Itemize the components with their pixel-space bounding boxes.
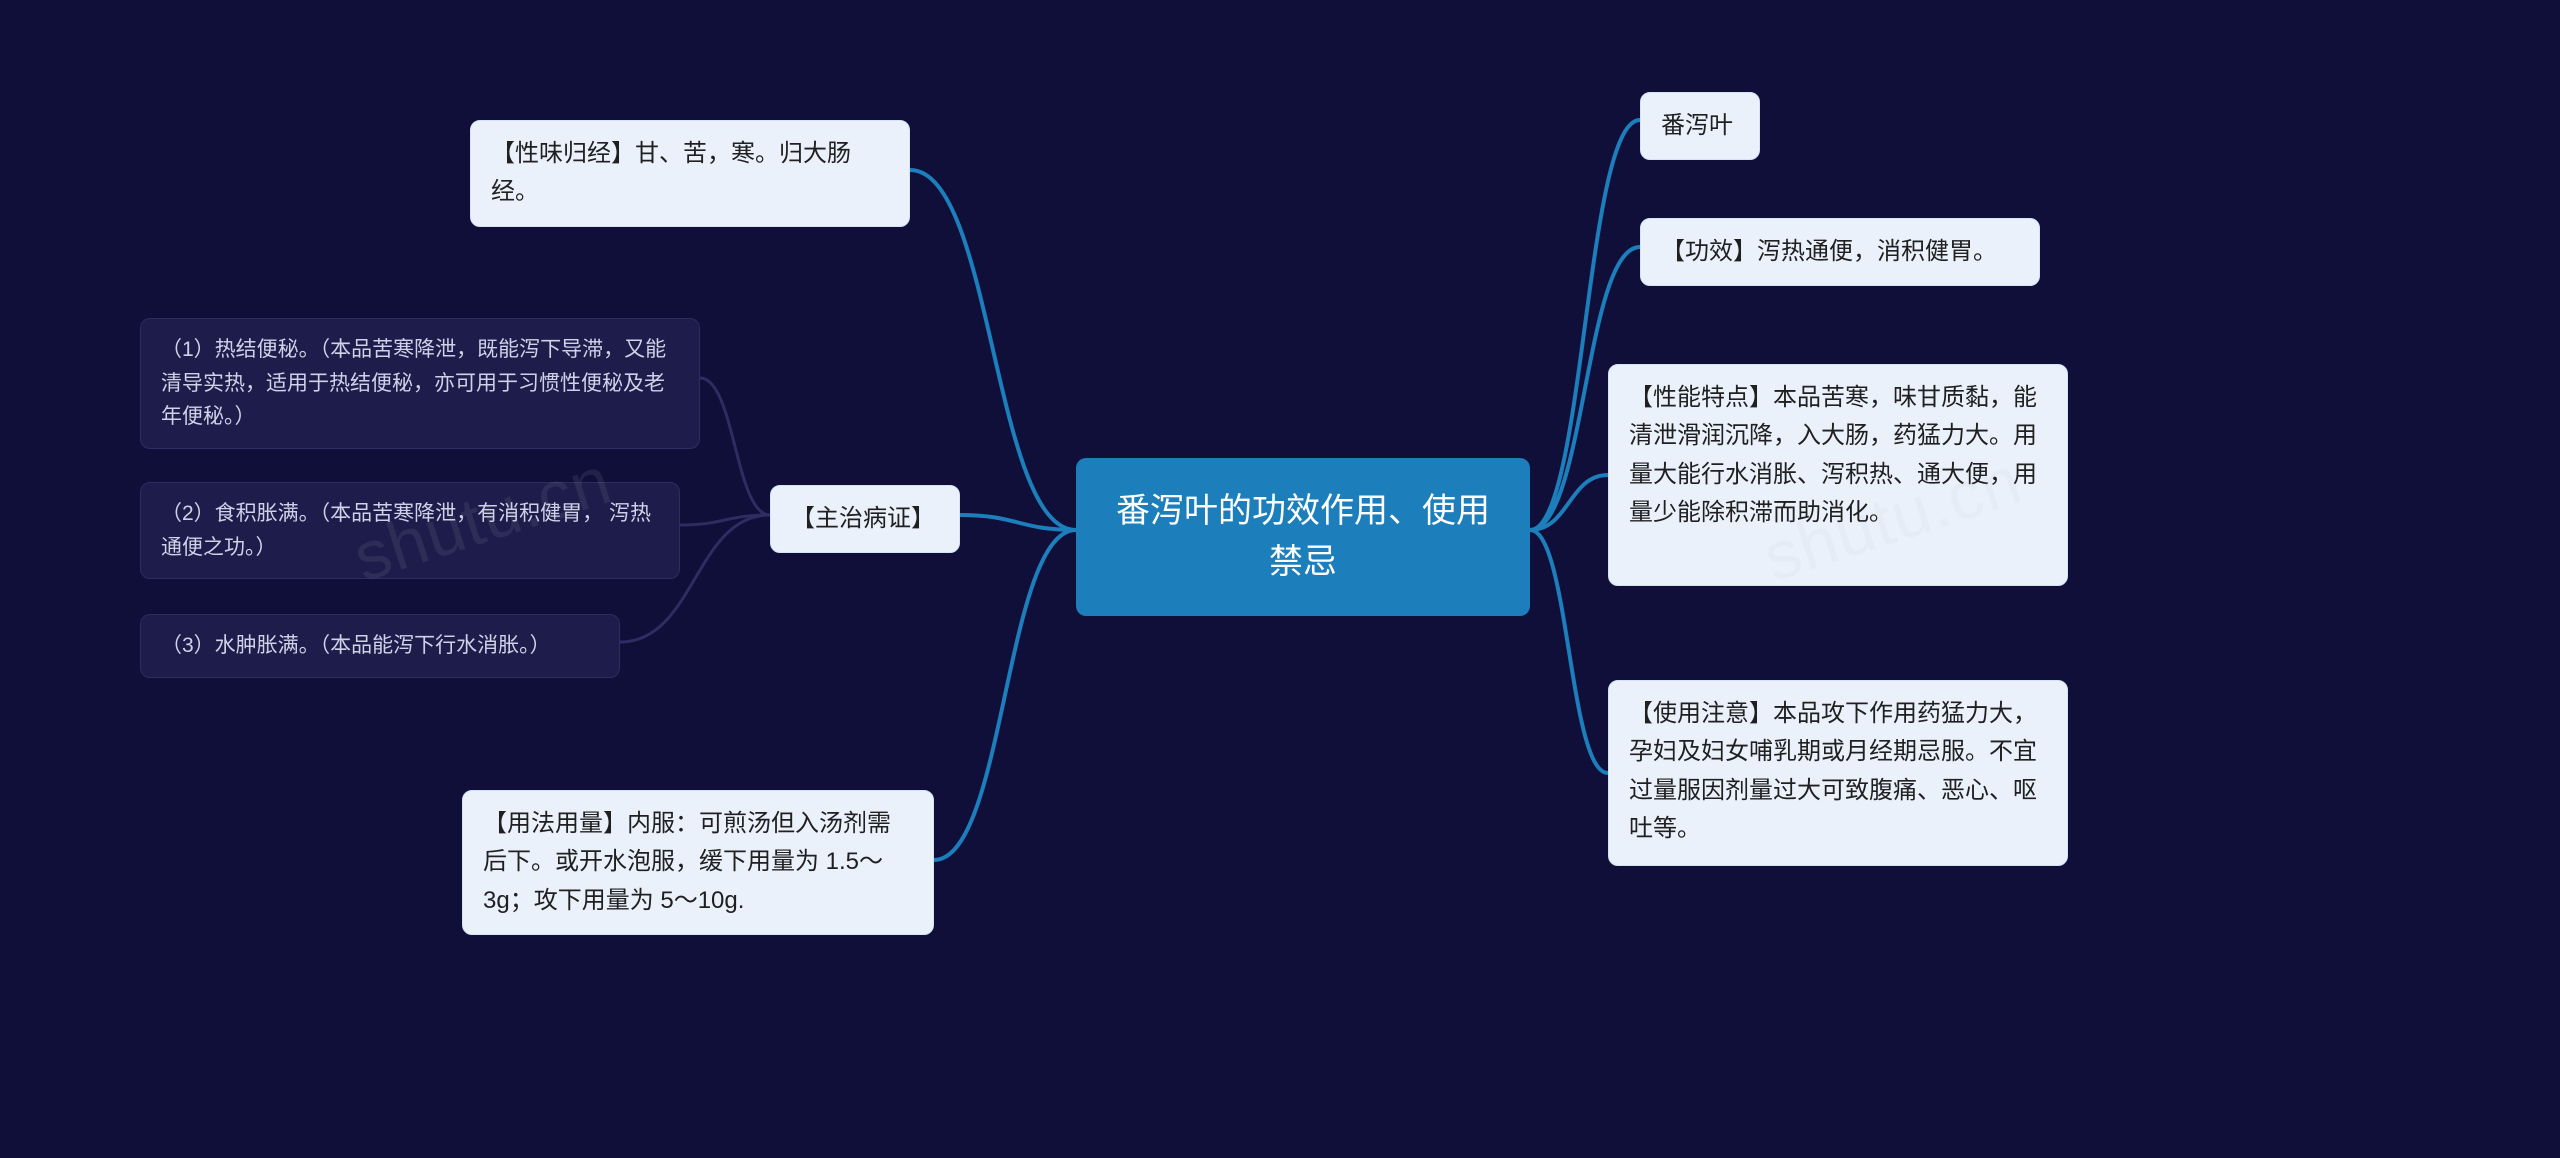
right-node-3: 【使用注意】本品攻下作用药猛力大，孕妇及妇女哺乳期或月经期忌服。不宜过量服因剂量…: [1608, 680, 2068, 866]
left-sub-node-1-text: （2）食积胀满。（本品苦寒降泄，有消积健胃， 泻热通便之功。）: [161, 502, 651, 559]
right-node-1: 【功效】泻热通便，消积健胃。: [1640, 218, 2040, 286]
left-node-0: 【性味归经】甘、苦，寒。归大肠经。: [470, 120, 910, 227]
connector-6: [1530, 530, 1608, 773]
connector-2: [934, 530, 1076, 860]
right-node-2: 【性能特点】本品苦寒，味甘质黏，能清泄滑润沉降，入大肠，药猛力大。用量大能行水消…: [1608, 364, 2068, 586]
left-node-2: 【用法用量】内服：可煎汤但入汤剂需后下。或开水泡服，缓下用量为 1.5～3g；攻…: [462, 790, 934, 935]
left-node-1: 【主治病证】: [770, 485, 960, 553]
connector-5: [1530, 475, 1608, 530]
left-sub-node-2-text: （3）水肿胀满。（本品能泻下行水消胀。）: [161, 634, 551, 657]
connector-0: [910, 170, 1076, 530]
center-node-text: 番泻叶的功效作用、使用禁忌: [1116, 492, 1490, 581]
connector-7: [700, 378, 770, 515]
connector-1: [960, 515, 1076, 530]
left-sub-node-1: （2）食积胀满。（本品苦寒降泄，有消积健胃， 泻热通便之功。）: [140, 482, 680, 579]
center-node: 番泻叶的功效作用、使用禁忌: [1076, 458, 1530, 616]
right-node-2-text: 【性能特点】本品苦寒，味甘质黏，能清泄滑润沉降，入大肠，药猛力大。用量大能行水消…: [1629, 384, 2037, 526]
left-node-2-text: 【用法用量】内服：可煎汤但入汤剂需后下。或开水泡服，缓下用量为 1.5～3g；攻…: [483, 810, 891, 914]
right-node-3-text: 【使用注意】本品攻下作用药猛力大，孕妇及妇女哺乳期或月经期忌服。不宜过量服因剂量…: [1629, 700, 2037, 842]
left-sub-node-0: （1）热结便秘。（本品苦寒降泄，既能泻下导滞，又能清导实热，适用于热结便秘，亦可…: [140, 318, 700, 449]
right-node-1-text: 【功效】泻热通便，消积健胃。: [1661, 238, 1997, 265]
right-node-0-text: 番泻叶: [1661, 112, 1733, 139]
left-sub-node-0-text: （1）热结便秘。（本品苦寒降泄，既能泻下导滞，又能清导实热，适用于热结便秘，亦可…: [161, 338, 666, 428]
left-sub-node-2: （3）水肿胀满。（本品能泻下行水消胀。）: [140, 614, 620, 678]
connector-8: [680, 515, 770, 525]
right-node-0: 番泻叶: [1640, 92, 1760, 160]
left-node-1-text: 【主治病证】: [791, 505, 935, 532]
left-node-0-text: 【性味归经】甘、苦，寒。归大肠经。: [491, 140, 851, 205]
